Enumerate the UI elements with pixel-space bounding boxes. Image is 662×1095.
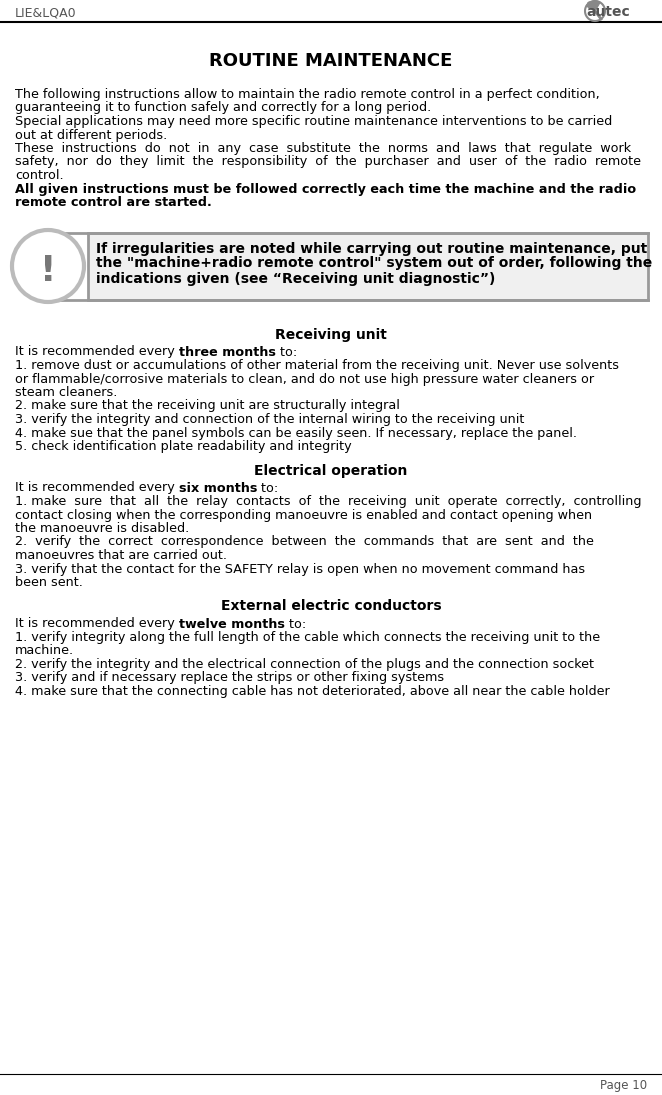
Text: 1. make  sure  that  all  the  relay  contacts  of  the  receiving  unit  operat: 1. make sure that all the relay contacts… [15,495,641,508]
Text: ROUTINE MAINTENANCE: ROUTINE MAINTENANCE [209,51,453,70]
Text: 2. verify the integrity and the electrical connection of the plugs and the conne: 2. verify the integrity and the electric… [15,658,594,671]
Text: Receiving unit: Receiving unit [275,327,387,342]
Text: six months: six months [179,482,257,495]
Text: manoeuvres that are carried out.: manoeuvres that are carried out. [15,549,227,562]
Text: !: ! [40,254,56,288]
Text: indications given (see “Receiving unit diagnostic”): indications given (see “Receiving unit d… [96,272,495,286]
Text: Page 10: Page 10 [600,1079,647,1092]
Text: or flammable/corrosive materials to clean, and do not use high pressure water cl: or flammable/corrosive materials to clea… [15,372,594,385]
Text: machine.: machine. [15,645,74,657]
Text: 3. verify that the contact for the SAFETY relay is open when no movement command: 3. verify that the contact for the SAFET… [15,563,585,576]
Text: steam cleaners.: steam cleaners. [15,387,117,399]
Text: 4. make sure that the connecting cable has not deteriorated, above all near the : 4. make sure that the connecting cable h… [15,685,610,698]
Text: out at different periods.: out at different periods. [15,128,167,141]
FancyBboxPatch shape [88,232,648,300]
Text: the "machine+radio remote control" system out of order, following the: the "machine+radio remote control" syste… [96,256,652,270]
Text: 3. verify the integrity and connection of the internal wiring to the receiving u: 3. verify the integrity and connection o… [15,413,524,426]
Wedge shape [587,1,600,11]
Text: the manoeuvre is disabled.: the manoeuvre is disabled. [15,522,189,535]
Ellipse shape [12,230,84,302]
Text: Electrical operation: Electrical operation [254,463,408,477]
Text: It is recommended every: It is recommended every [15,482,179,495]
Text: The following instructions allow to maintain the radio remote control in a perfe: The following instructions allow to main… [15,88,600,101]
Text: It is recommended every: It is recommended every [15,346,179,358]
Text: External electric conductors: External electric conductors [220,599,442,613]
Text: 5. check identification plate readability and integrity: 5. check identification plate readabilit… [15,440,352,453]
Text: guaranteeing it to function safely and correctly for a long period.: guaranteeing it to function safely and c… [15,102,431,115]
Text: It is recommended every: It is recommended every [15,618,179,631]
Text: to:: to: [257,482,279,495]
Text: 1. remove dust or accumulations of other material from the receiving unit. Never: 1. remove dust or accumulations of other… [15,359,619,372]
Text: If irregularities are noted while carrying out routine maintenance, put: If irregularities are noted while carryi… [96,242,647,255]
Text: 2. make sure that the receiving unit are structurally integral: 2. make sure that the receiving unit are… [15,400,400,413]
Text: All given instructions must be followed correctly each time the machine and the : All given instructions must be followed … [15,183,636,196]
Text: twelve months: twelve months [179,618,285,631]
Text: 1. verify integrity along the full length of the cable which connects the receiv: 1. verify integrity along the full lengt… [15,631,600,644]
Text: contact closing when the corresponding manoeuvre is enabled and contact opening : contact closing when the corresponding m… [15,508,592,521]
Text: to:: to: [285,618,306,631]
Text: to:: to: [275,346,297,358]
Text: 2.  verify  the  correct  correspondence  between  the  commands  that  are  sen: 2. verify the correct correspondence bet… [15,535,594,549]
Text: 4. make sue that the panel symbols can be easily seen. If necessary, replace the: 4. make sue that the panel symbols can b… [15,426,577,439]
Text: been sent.: been sent. [15,576,83,589]
Text: control.: control. [15,169,64,182]
Text: These  instructions  do  not  in  any  case  substitute  the  norms  and  laws  : These instructions do not in any case su… [15,142,631,155]
Text: safety,  nor  do  they  limit  the  responsibility  of  the  purchaser  and  use: safety, nor do they limit the responsibi… [15,155,641,169]
Text: Special applications may need more specific routine maintenance interventions to: Special applications may need more speci… [15,115,612,128]
Text: LIE&LQA0: LIE&LQA0 [15,5,77,19]
Text: remote control are started.: remote control are started. [15,196,212,209]
Text: three months: three months [179,346,275,358]
Text: 3. verify and if necessary replace the strips or other fixing systems: 3. verify and if necessary replace the s… [15,671,444,684]
Text: autec: autec [587,5,630,19]
